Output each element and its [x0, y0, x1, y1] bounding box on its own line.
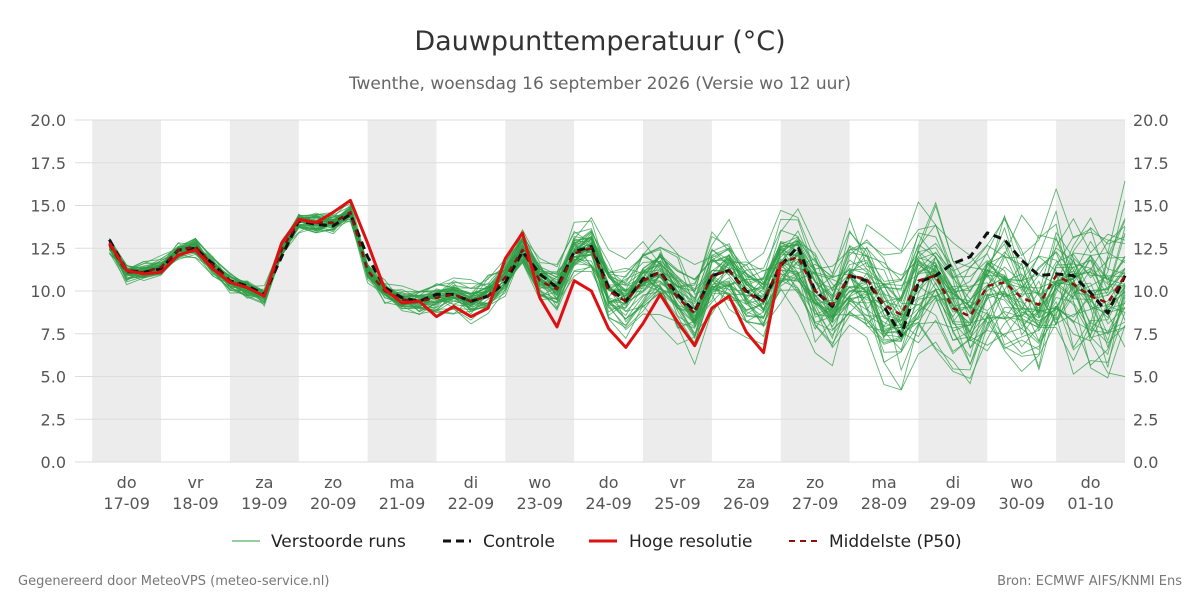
- x-tick-day: za: [737, 473, 755, 492]
- x-tick-date: 18-09: [172, 494, 219, 513]
- x-tick-date: 29-09: [930, 494, 977, 513]
- x-tick-day: do: [117, 473, 137, 492]
- x-tick-day: ma: [389, 473, 414, 492]
- y-tick-label: 5.0: [1133, 368, 1158, 387]
- y-tick-label: 17.5: [30, 154, 66, 173]
- footer-source: Bron: ECMWF AIFS/KNMI Ens: [997, 574, 1182, 589]
- x-tick-date: 23-09: [517, 494, 564, 513]
- y-tick-label: 12.5: [30, 239, 66, 258]
- y-tick-label: 7.5: [1133, 325, 1158, 344]
- x-tick-date: 28-09: [861, 494, 908, 513]
- x-tick-day: do: [599, 473, 619, 492]
- main-series: [108, 198, 1127, 355]
- y-tick-label: 17.5: [1133, 154, 1169, 173]
- footer-generator: Gegenereerd door MeteoVPS (meteo-service…: [18, 574, 329, 589]
- x-tick-day: di: [464, 473, 479, 492]
- x-tick-date: 26-09: [723, 494, 770, 513]
- x-tick-date: 22-09: [448, 494, 495, 513]
- x-tick-day: wo: [1010, 473, 1033, 492]
- y-tick-label: 12.5: [1133, 239, 1169, 258]
- legend: Verstoorde runs Controle Hoge resolutie …: [232, 532, 962, 552]
- y-axis-right: 0.0 2.5 5.0 7.5 10.0 12.5 15.0 17.5 20.0: [1133, 111, 1169, 472]
- x-tick-date: 30-09: [998, 494, 1045, 513]
- x-tick-day: zo: [806, 473, 824, 492]
- x-tick-day: do: [1081, 473, 1101, 492]
- x-tick-day: zo: [324, 473, 342, 492]
- x-tick-day: za: [255, 473, 273, 492]
- y-tick-label: 15.0: [1133, 197, 1169, 216]
- y-tick-label: 5.0: [41, 368, 66, 387]
- legend-median-label: Middelste (P50): [829, 532, 962, 552]
- y-tick-label: 10.0: [30, 282, 66, 301]
- x-tick-date: 17-09: [103, 494, 150, 513]
- x-tick-date: 19-09: [241, 494, 288, 513]
- y-tick-label: 7.5: [41, 325, 66, 344]
- y-tick-label: 0.0: [41, 453, 66, 472]
- y-tick-label: 10.0: [1133, 282, 1169, 301]
- chart-title: Dauwpunttemperatuur (°C): [414, 26, 785, 57]
- legend-control-label: Controle: [483, 532, 555, 552]
- x-tick-date: 21-09: [379, 494, 426, 513]
- y-tick-label: 20.0: [1133, 111, 1169, 130]
- ensemble-member-line: [109, 209, 1126, 318]
- y-axis-left: 0.0 2.5 5.0 7.5 10.0 12.5 15.0 17.5 20.0: [30, 111, 66, 472]
- y-tick-label: 2.5: [1133, 410, 1158, 429]
- x-tick-date: 01-10: [1067, 494, 1114, 513]
- ensemble-member-line: [109, 209, 1126, 369]
- control-line: [108, 212, 1127, 337]
- x-tick-date: 27-09: [792, 494, 839, 513]
- chart-subtitle: Twenthe, woensdag 16 september 2026 (Ver…: [348, 74, 851, 94]
- x-tick-date: 20-09: [310, 494, 357, 513]
- legend-hires-label: Hoge resolutie: [629, 532, 753, 552]
- y-tick-label: 2.5: [41, 410, 66, 429]
- x-axis: do 17-09 vr 18-09 za 19-09 zo 20-09 ma 21-09 di 22-…: [103, 473, 1113, 513]
- y-tick-label: 15.0: [30, 197, 66, 216]
- y-tick-label: 0.0: [1133, 453, 1158, 472]
- x-tick-day: ma: [871, 473, 896, 492]
- x-tick-day: vr: [669, 473, 685, 492]
- legend-ensemble-label: Verstoorde runs: [271, 532, 406, 552]
- y-tick-label: 20.0: [30, 111, 66, 130]
- x-tick-day: di: [946, 473, 961, 492]
- x-tick-day: vr: [187, 473, 203, 492]
- median-line: [108, 211, 1127, 318]
- x-tick-day: wo: [528, 473, 551, 492]
- x-tick-date: 25-09: [654, 494, 701, 513]
- x-tick-date: 24-09: [585, 494, 632, 513]
- hires-line: [108, 198, 783, 355]
